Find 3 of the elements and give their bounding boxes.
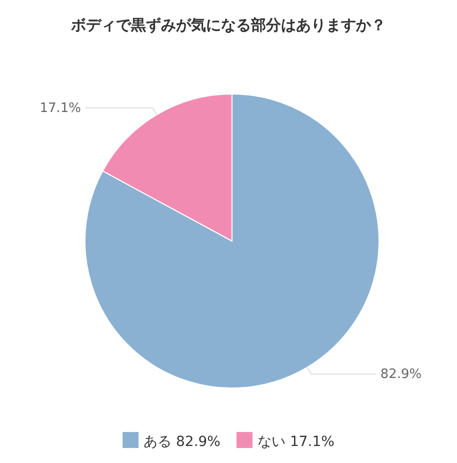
title: ボディで黒ずみが気になる部分はありますか？ xyxy=(71,16,386,34)
legend-label: ある 82.9% xyxy=(144,434,220,450)
legend-label: ない 17.1% xyxy=(258,434,334,450)
